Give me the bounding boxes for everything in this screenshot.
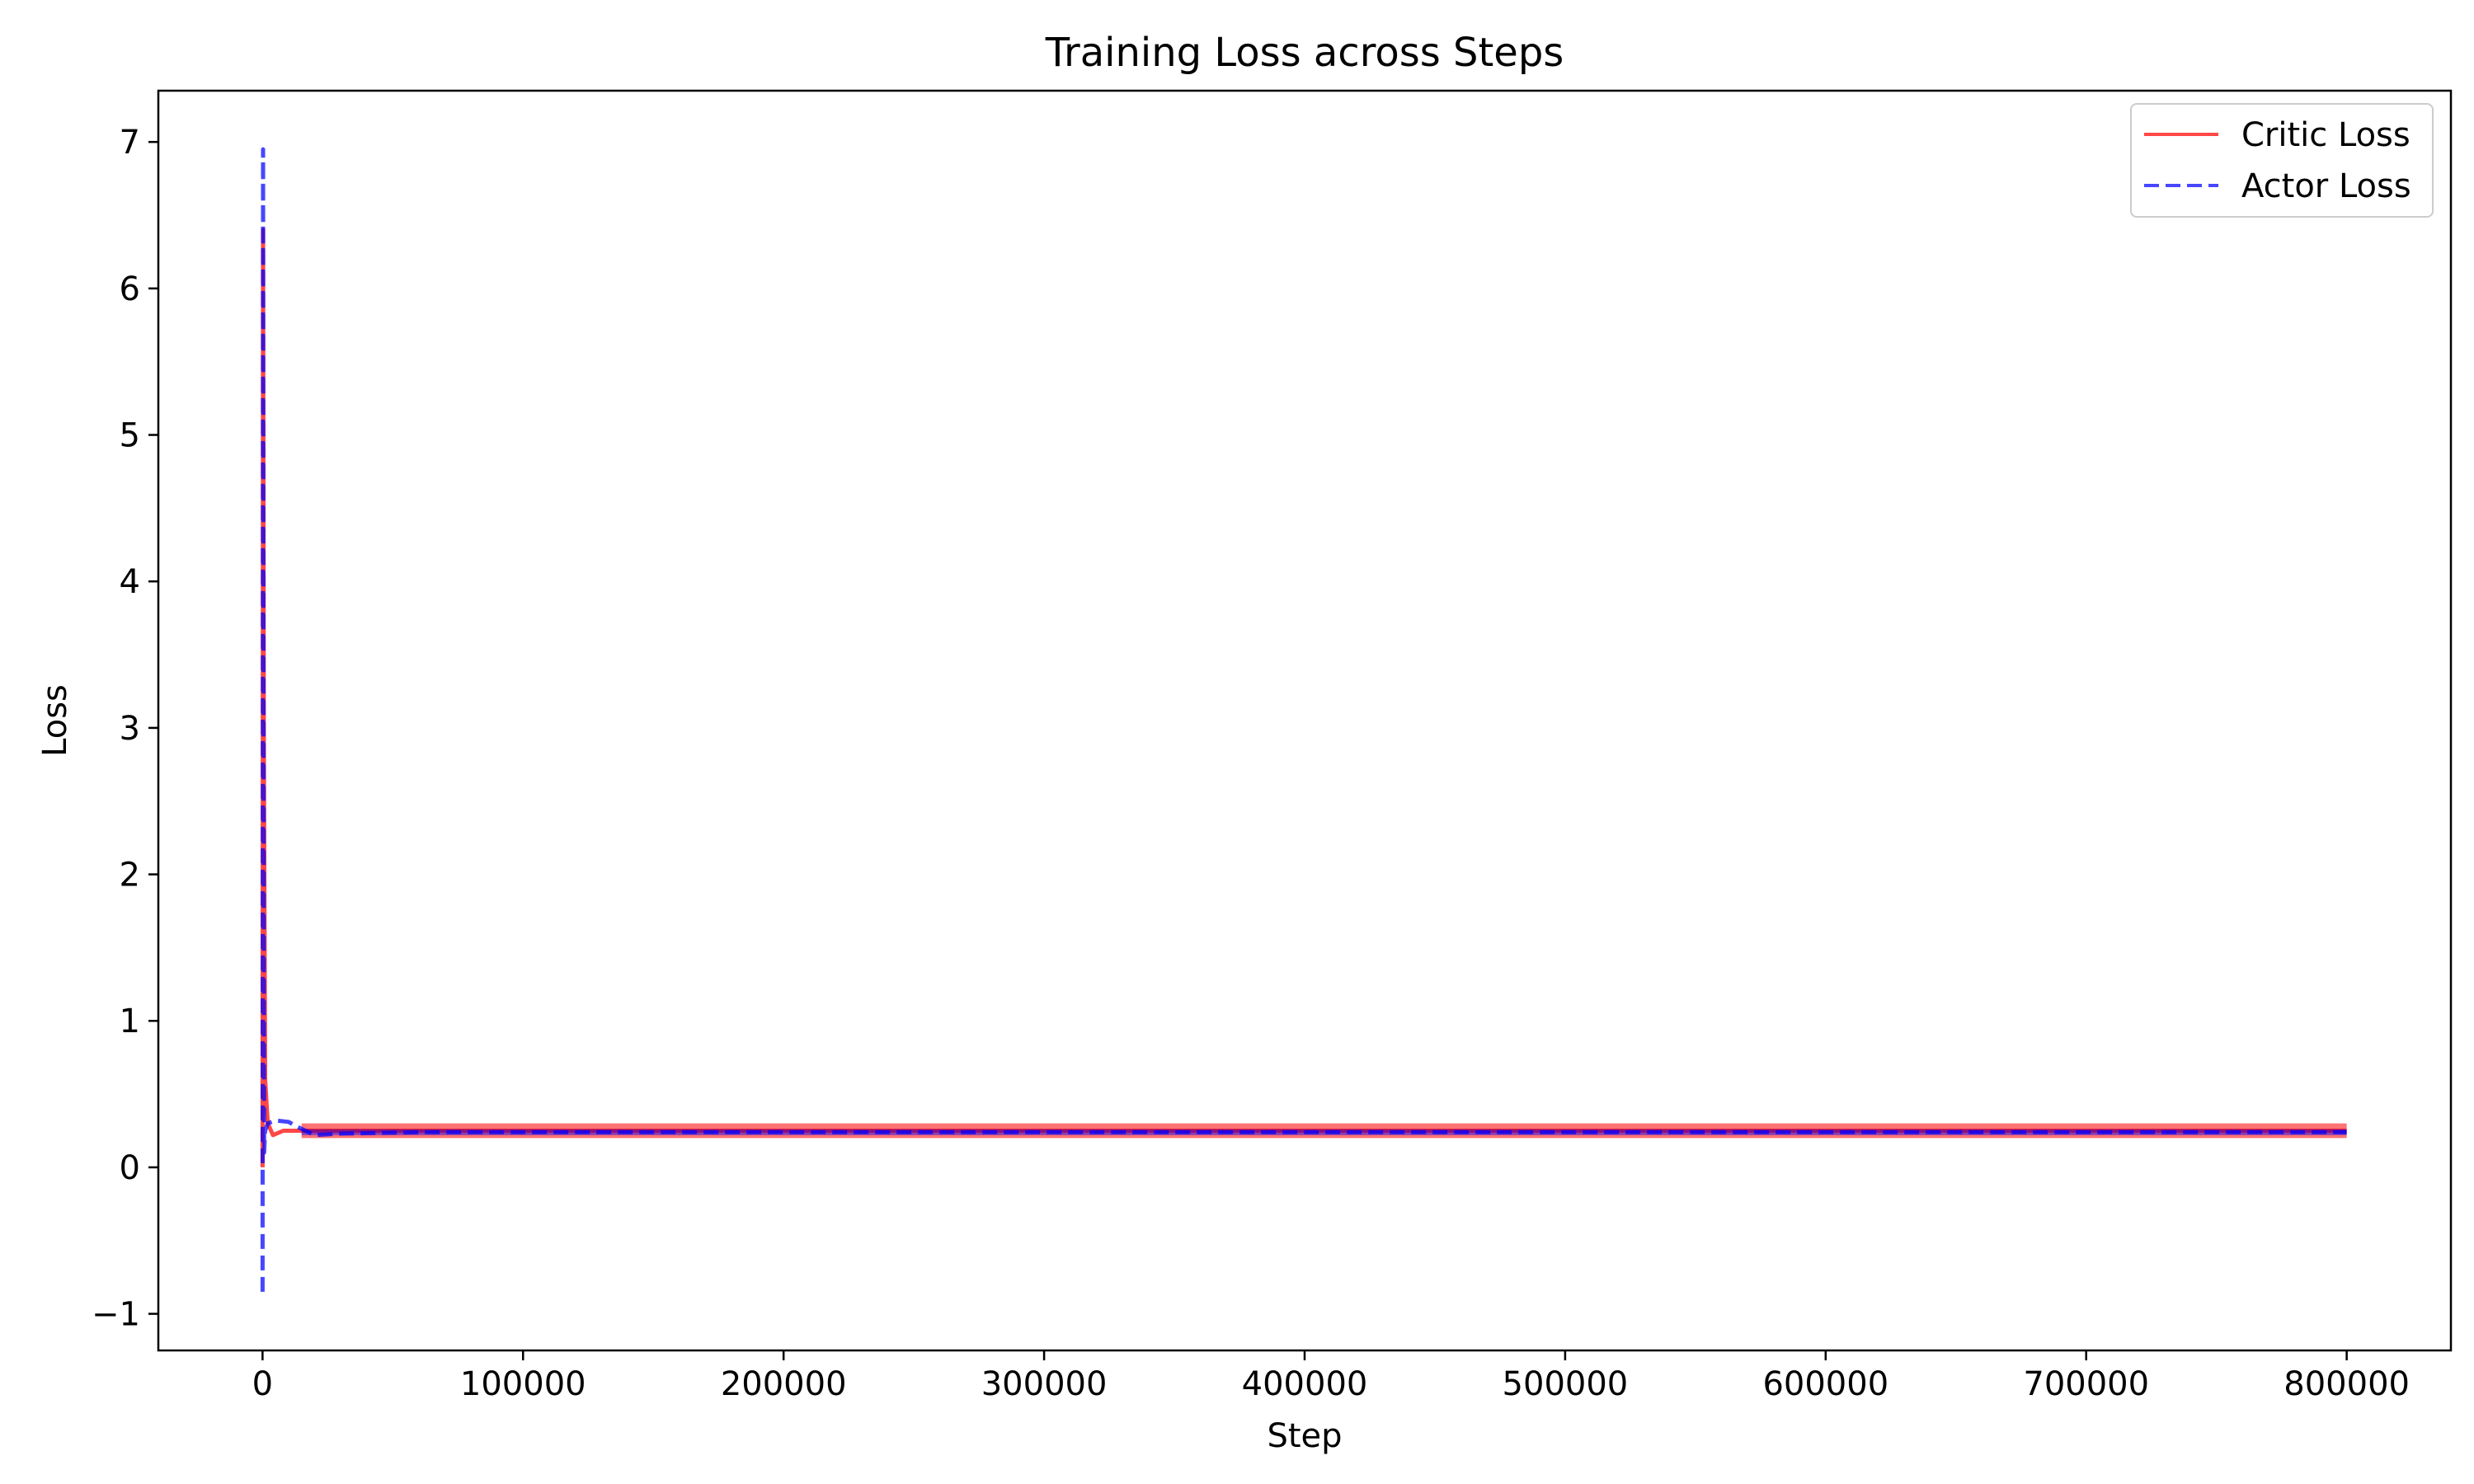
legend-actor-loss-label: Actor Loss — [2241, 167, 2411, 205]
legend-critic-loss-label: Critic Loss — [2241, 116, 2411, 154]
y-tick-label: −1 — [92, 1296, 140, 1334]
x-tick-label: 600000 — [1762, 1365, 1888, 1403]
plot-area — [260, 147, 2347, 1292]
x-tick-label: 400000 — [1242, 1365, 1368, 1403]
y-tick-label: 6 — [120, 270, 140, 308]
legend: Critic Loss Actor Loss — [2130, 103, 2434, 218]
series-layer — [260, 147, 2347, 1292]
x-axis-ticks: 0 100000 200000 300000 400000 500000 600000 700… — [252, 1350, 2410, 1403]
chart-title: Training Loss across Steps — [1045, 30, 1564, 76]
x-tick-label: 800000 — [2284, 1365, 2410, 1403]
x-tick-label: 200000 — [721, 1365, 847, 1403]
actor-loss-noise-band — [301, 1129, 2347, 1135]
y-tick-label: 2 — [120, 857, 140, 895]
y-axis-ticks: −1 0 1 2 3 4 5 6 7 — [92, 124, 158, 1334]
x-tick-label: 700000 — [2023, 1365, 2149, 1403]
y-tick-label: 1 — [120, 1003, 140, 1040]
x-tick-label: 100000 — [460, 1365, 586, 1403]
x-tick-label: 300000 — [981, 1365, 1108, 1403]
y-tick-label: 3 — [120, 710, 140, 748]
legend-box — [2130, 103, 2434, 218]
y-axis-title: Loss — [36, 684, 74, 757]
y-tick-label: 4 — [120, 563, 140, 601]
x-axis-title: Step — [1267, 1417, 1342, 1455]
actor-loss-line — [260, 147, 2347, 1292]
y-tick-label: 5 — [120, 417, 140, 455]
y-tick-label: 0 — [120, 1149, 140, 1187]
x-tick-label: 0 — [252, 1365, 273, 1403]
x-tick-label: 500000 — [1503, 1365, 1629, 1403]
y-tick-label: 7 — [120, 124, 140, 162]
